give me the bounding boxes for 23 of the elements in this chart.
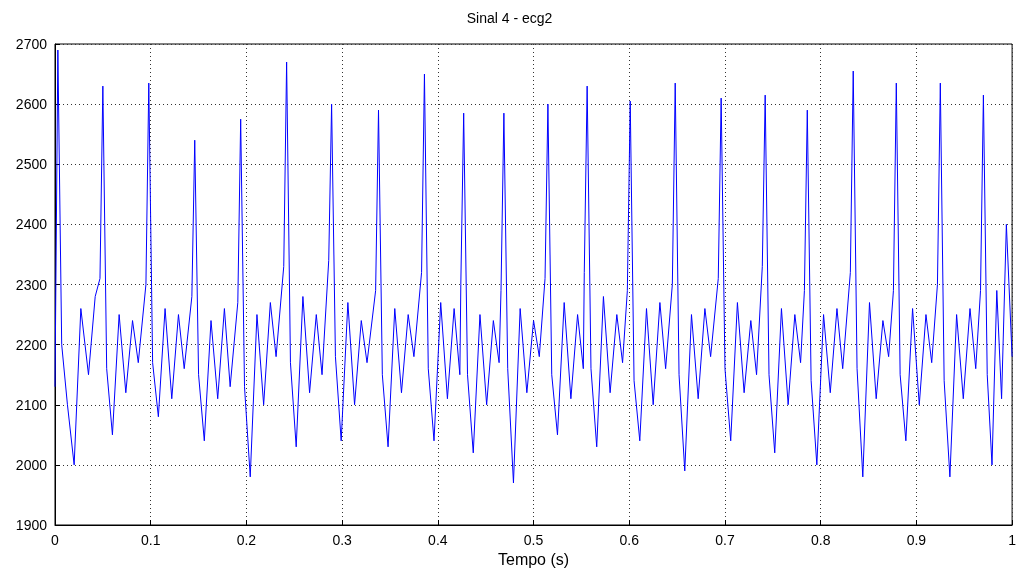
line-series <box>54 49 1013 484</box>
x-tick-label: 0.2 <box>236 532 257 548</box>
y-tick-label: 2300 <box>15 276 48 293</box>
y-tick-label: 1900 <box>15 517 48 533</box>
x-tick-label: 0.4 <box>428 532 448 548</box>
x-tick-label: 0 <box>51 532 60 548</box>
y-tick-label: 2500 <box>15 156 48 173</box>
x-axis-title: Tempo (s) <box>497 551 570 569</box>
x-tick-label: 0.1 <box>140 532 161 548</box>
y-tick-label: 2600 <box>15 96 48 113</box>
x-tick-label: 0.9 <box>906 532 927 548</box>
y-tick-label: 2100 <box>15 396 48 413</box>
x-tick-label: 1 <box>1008 532 1017 548</box>
x-tick-label: 0.8 <box>810 532 831 548</box>
y-tick-label: 2700 <box>15 36 48 52</box>
x-tick-label: 0.3 <box>332 532 353 548</box>
y-tick-label: 2000 <box>15 456 48 473</box>
x-tick-label: 0.6 <box>619 532 640 548</box>
x-tick-label: 0.5 <box>523 532 544 548</box>
chart-title: Sinal 4 - ecg2 <box>466 10 553 26</box>
y-tick-label: 2200 <box>15 336 48 353</box>
x-tick-label: 0.7 <box>715 532 735 548</box>
y-tick-label: 2400 <box>15 216 48 233</box>
